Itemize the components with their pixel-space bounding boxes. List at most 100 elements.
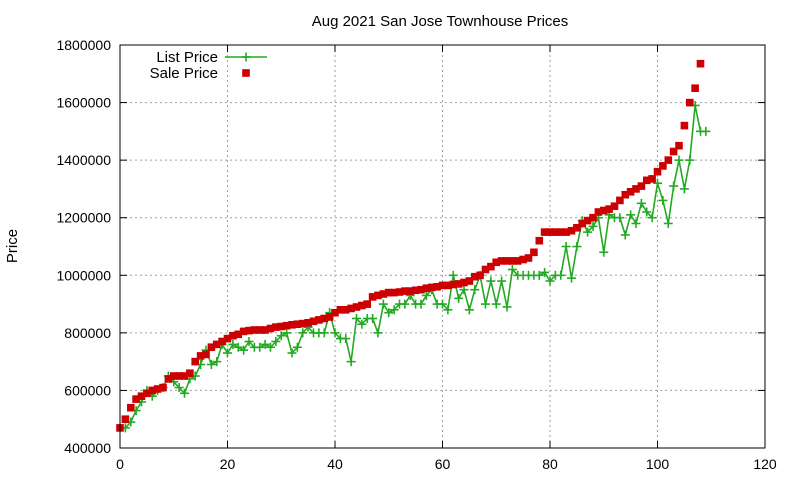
sale-price-point <box>282 321 291 330</box>
sale-price-point <box>691 84 699 92</box>
sale-price-point <box>127 403 135 412</box>
y-axis-label: Price <box>4 229 21 263</box>
sale-price-point <box>218 337 226 346</box>
sale-price-point <box>465 277 474 285</box>
sale-price-point <box>352 303 361 311</box>
sale-price-point <box>460 278 468 287</box>
sale-price-point <box>245 326 253 335</box>
sale-price-point <box>250 326 259 334</box>
sale-price-point <box>180 372 189 380</box>
sale-price-point <box>401 287 409 295</box>
sale-price-point <box>288 321 296 329</box>
sale-price-point <box>476 271 484 280</box>
sale-price-point <box>196 352 205 360</box>
legend-label: List Price <box>156 49 218 66</box>
list-price-point <box>282 328 292 338</box>
sale-price-point <box>471 272 479 281</box>
list-price-point <box>663 218 673 228</box>
sale-price-point <box>272 323 280 331</box>
sale-price-point <box>514 257 522 265</box>
list-price-point <box>642 207 652 217</box>
sale-price-point <box>320 314 328 323</box>
list-price-point <box>443 305 453 315</box>
sale-price-point <box>255 326 264 334</box>
sale-price-point <box>444 281 452 290</box>
sale-price-point <box>508 257 517 265</box>
sale-price-point <box>675 141 683 150</box>
sale-price-point <box>546 228 554 236</box>
sale-price-point <box>191 357 199 366</box>
list-price-point <box>239 345 249 355</box>
list-price-point <box>486 276 496 286</box>
list-price-point <box>454 293 464 303</box>
sale-price-point <box>363 300 371 308</box>
sale-price-point <box>331 308 339 317</box>
sale-price-point <box>481 265 490 274</box>
sale-price-point <box>605 205 613 213</box>
list-price-point <box>212 357 222 367</box>
sale-price-point <box>358 301 366 310</box>
list-price-point <box>271 336 281 346</box>
x-tick-label: 40 <box>327 456 343 472</box>
sale-price-point <box>610 202 619 210</box>
sale-price-point <box>632 185 640 193</box>
sale-price-point <box>637 182 646 190</box>
sale-price-point <box>304 319 312 327</box>
legend-plus-swatch <box>241 52 251 62</box>
sale-price-point <box>379 290 388 298</box>
list-price-point <box>357 319 367 329</box>
list-price-point <box>368 313 378 323</box>
sale-price-point <box>449 280 458 289</box>
sale-price-point <box>540 228 549 236</box>
sale-price-point <box>438 281 447 290</box>
sale-price-point <box>583 216 592 225</box>
sale-price-point <box>417 285 425 294</box>
sale-price-point <box>368 293 377 301</box>
list-price-point <box>206 360 216 370</box>
list-price-point <box>352 313 361 323</box>
sale-price-point <box>384 288 393 297</box>
list-price-point <box>180 388 189 398</box>
sale-price-point <box>143 389 151 398</box>
sale-price-point <box>239 327 248 336</box>
sale-price-point <box>390 288 398 297</box>
sale-price-point <box>212 340 221 349</box>
list-price-point <box>319 328 329 338</box>
list-price-point <box>615 213 625 223</box>
legend-square-swatch <box>242 69 250 77</box>
list-price-point <box>647 213 657 223</box>
sale-price-point <box>600 206 608 215</box>
list-price-point <box>276 331 286 341</box>
list-price-point <box>631 218 641 228</box>
sale-price-point <box>395 288 404 296</box>
sale-price-point <box>589 213 597 222</box>
y-tick-label: 1600000 <box>56 95 111 111</box>
list-price-point <box>255 342 265 352</box>
list-price-point <box>341 334 351 344</box>
sale-price-point <box>266 324 275 333</box>
sale-price-point <box>503 257 511 265</box>
sale-price-point <box>341 306 350 314</box>
sale-price-point <box>223 334 232 343</box>
list-price-point <box>620 230 630 240</box>
sale-price-point <box>315 316 323 324</box>
list-price-point <box>588 221 598 231</box>
sale-price-point <box>309 317 318 326</box>
sale-price-point <box>594 208 603 216</box>
list-price-point <box>266 342 275 352</box>
sale-price-point <box>261 326 269 334</box>
x-tick-label: 0 <box>116 456 124 472</box>
sale-price-point <box>551 228 560 236</box>
sale-price-point <box>573 224 581 232</box>
sale-price-point <box>427 283 436 292</box>
sale-price-point <box>121 415 130 423</box>
sale-price-point <box>374 291 382 300</box>
x-tick-label: 80 <box>542 456 558 472</box>
sale-price-point <box>234 330 242 339</box>
list-price-point <box>287 348 297 358</box>
x-tick-label: 100 <box>646 456 670 472</box>
list-price-point <box>685 155 695 165</box>
list-price-point <box>470 285 480 295</box>
sale-price-point <box>325 313 334 321</box>
